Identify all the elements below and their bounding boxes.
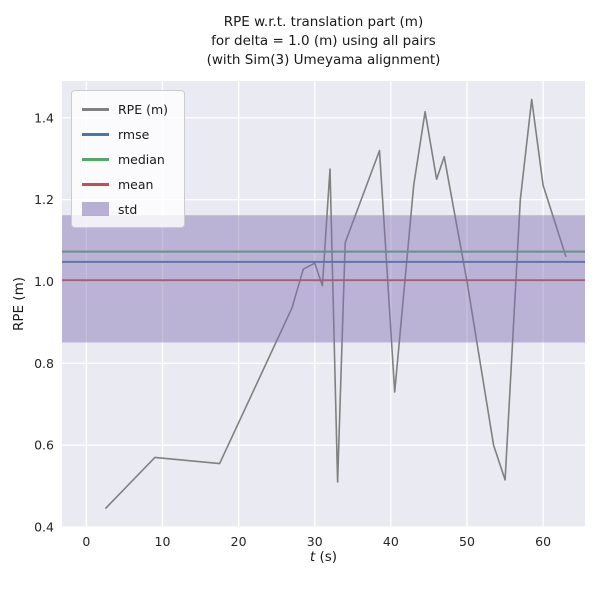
chart-title-line1: RPE w.r.t. translation part (m) — [223, 14, 424, 30]
y-tick-label: 1.0 — [34, 274, 54, 289]
y-tick-label: 1.4 — [34, 110, 54, 125]
legend-swatch-patch — [82, 202, 109, 216]
x-tick-label: 0 — [82, 534, 90, 549]
legend-label: RPE (m) — [118, 101, 169, 117]
y-tick-label: 1.2 — [34, 192, 54, 207]
x-axis-label-unit: (s) — [315, 549, 338, 565]
rpe-line — [104, 98, 567, 510]
y-tick-label: 0.8 — [34, 356, 54, 371]
legend-label: rmse — [118, 126, 150, 142]
legend-swatch-line — [82, 157, 109, 161]
legend-label: median — [118, 151, 165, 167]
chart-title-line2: for delta = 1.0 (m) using all pairs — [211, 33, 436, 49]
legend-swatch-line — [82, 107, 109, 111]
legend-swatch-line — [82, 132, 109, 136]
legend: RPE (m) rmse median mean std — [71, 90, 186, 228]
chart-title: RPE w.r.t. translation part (m) for delt… — [62, 13, 585, 70]
legend-label: std — [118, 201, 138, 217]
x-tick-label: 40 — [383, 534, 399, 549]
legend-item-rpe-m: RPE (m) — [82, 99, 168, 119]
x-axis-label-symbol: t — [309, 549, 316, 565]
x-axis-label: t (s) — [62, 549, 585, 565]
x-tick-label: 60 — [535, 534, 551, 549]
legend-label: mean — [118, 176, 154, 192]
legend-swatch-line — [82, 182, 109, 186]
x-tick-label: 50 — [459, 534, 475, 549]
std-band — [62, 215, 585, 343]
chart-title-line3: (with Sim(3) Umeyama alignment) — [206, 52, 441, 68]
legend-item-rmse: rmse — [82, 124, 168, 144]
x-tick-label: 30 — [307, 534, 323, 549]
y-tick-label: 0.4 — [34, 520, 54, 535]
y-tick-label: 0.6 — [34, 438, 54, 453]
x-tick-label: 20 — [231, 534, 247, 549]
legend-item-mean: mean — [82, 174, 168, 194]
legend-item-std: std — [82, 199, 168, 219]
legend-item-median: median — [82, 149, 168, 169]
x-tick-label: 10 — [155, 534, 171, 549]
y-axis-label: RPE (m) — [11, 276, 27, 332]
